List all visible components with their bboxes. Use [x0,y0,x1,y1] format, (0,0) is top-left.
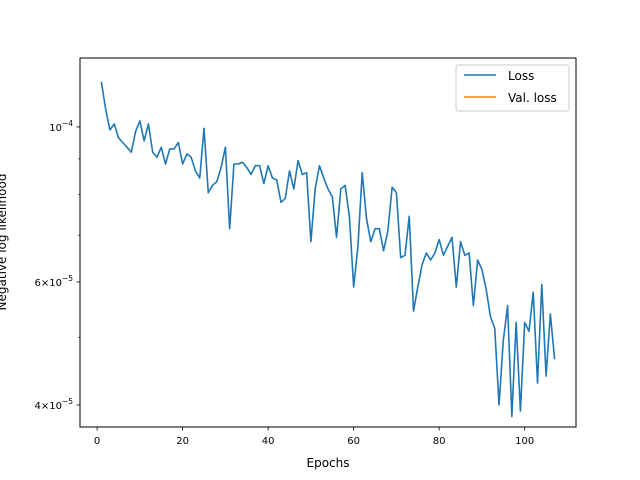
series-line-loss [100,81,556,418]
plot-area: 0 20 40 60 80 100 4×10−5 6×10−5 10−4 [34,57,577,447]
legend: Loss Val. loss [455,64,570,112]
y-tick-label: 4×10−5 [34,397,73,412]
x-axis-ticks: 0 20 40 60 80 100 [94,427,534,447]
x-tick-label: 0 [94,436,100,447]
legend-label-loss: Loss [508,69,534,83]
y-axis-label: Negative log likelihood [0,174,9,311]
legend-box [455,64,570,112]
x-tick-label: 20 [176,436,189,447]
y-axis-ticks: 4×10−5 6×10−5 10−4 [34,119,80,412]
legend-label-val-loss: Val. loss [508,91,557,105]
series-layer [100,81,556,418]
y-tick-label: 10−4 [49,119,73,134]
x-tick-label: 40 [262,436,275,447]
plot-frame [79,57,577,428]
x-tick-label: 100 [515,436,534,447]
y-tick-label: 6×10−5 [34,274,73,289]
x-axis-label: Epochs [307,456,350,470]
x-tick-label: 60 [347,436,360,447]
x-tick-label: 80 [433,436,446,447]
